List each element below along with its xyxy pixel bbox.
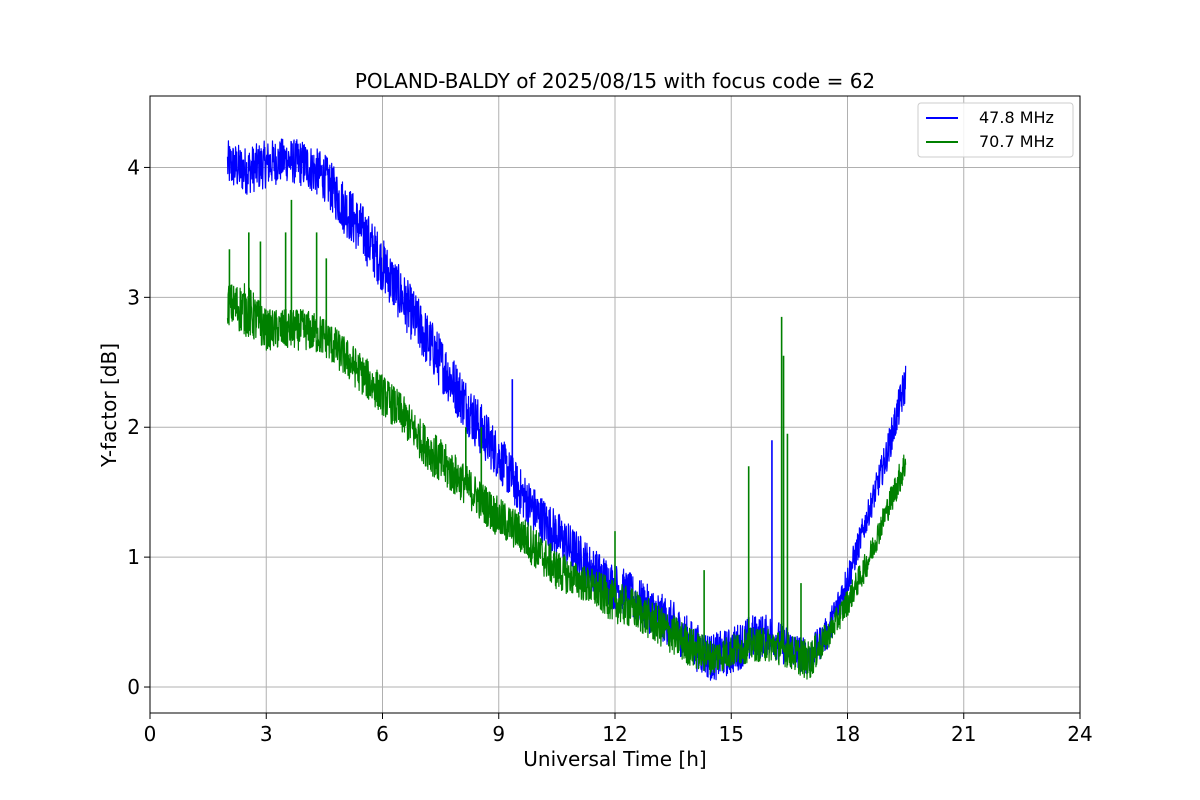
x-tick-label: 3 [260, 722, 273, 746]
chart-title: POLAND-BALDY of 2025/08/15 with focus co… [355, 69, 875, 93]
series-line [226, 283, 907, 680]
x-tick-label: 15 [719, 722, 744, 746]
y-tick-label: 3 [127, 285, 140, 309]
y-tick-label: 4 [127, 155, 140, 179]
series-layer [226, 138, 907, 681]
legend-box [917, 102, 1074, 158]
x-tick-label: 12 [602, 722, 627, 746]
y-tick-label: 2 [127, 415, 140, 439]
x-tick-label: 6 [376, 722, 389, 746]
x-tick-label: 9 [492, 722, 505, 746]
y-tick-label: 1 [127, 545, 140, 569]
legend: 47.8 MHz 70.7 MHz [917, 102, 1074, 158]
x-tick-label: 24 [1067, 722, 1092, 746]
series-1 [226, 199, 907, 680]
legend-label: 70.7 MHz [979, 132, 1054, 151]
x-tick-label: 18 [835, 722, 860, 746]
x-tick-label: 0 [144, 722, 157, 746]
x-axis-label: Universal Time [h] [523, 747, 706, 771]
legend-label: 47.8 MHz [979, 108, 1054, 127]
y-axis-label: Y-factor [dB] [97, 343, 121, 468]
y-tick-label: 0 [127, 675, 140, 699]
x-tick-label: 21 [951, 722, 976, 746]
